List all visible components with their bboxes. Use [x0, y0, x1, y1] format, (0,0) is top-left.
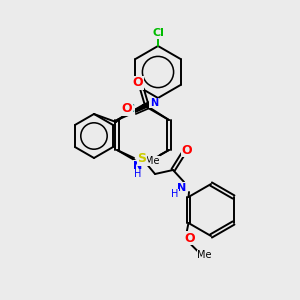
Text: S: S	[137, 152, 146, 166]
Text: Cl: Cl	[152, 28, 164, 38]
Text: H: H	[134, 169, 142, 179]
Text: O: O	[184, 232, 195, 244]
Text: N: N	[134, 161, 142, 171]
Text: O: O	[182, 143, 192, 157]
Text: H: H	[171, 189, 179, 199]
Text: Me: Me	[145, 156, 159, 166]
Text: O: O	[122, 103, 132, 116]
Text: N: N	[150, 98, 158, 108]
Text: O: O	[133, 76, 143, 89]
Text: C: C	[128, 104, 134, 114]
Text: N: N	[177, 183, 187, 193]
Text: Me: Me	[197, 250, 212, 260]
